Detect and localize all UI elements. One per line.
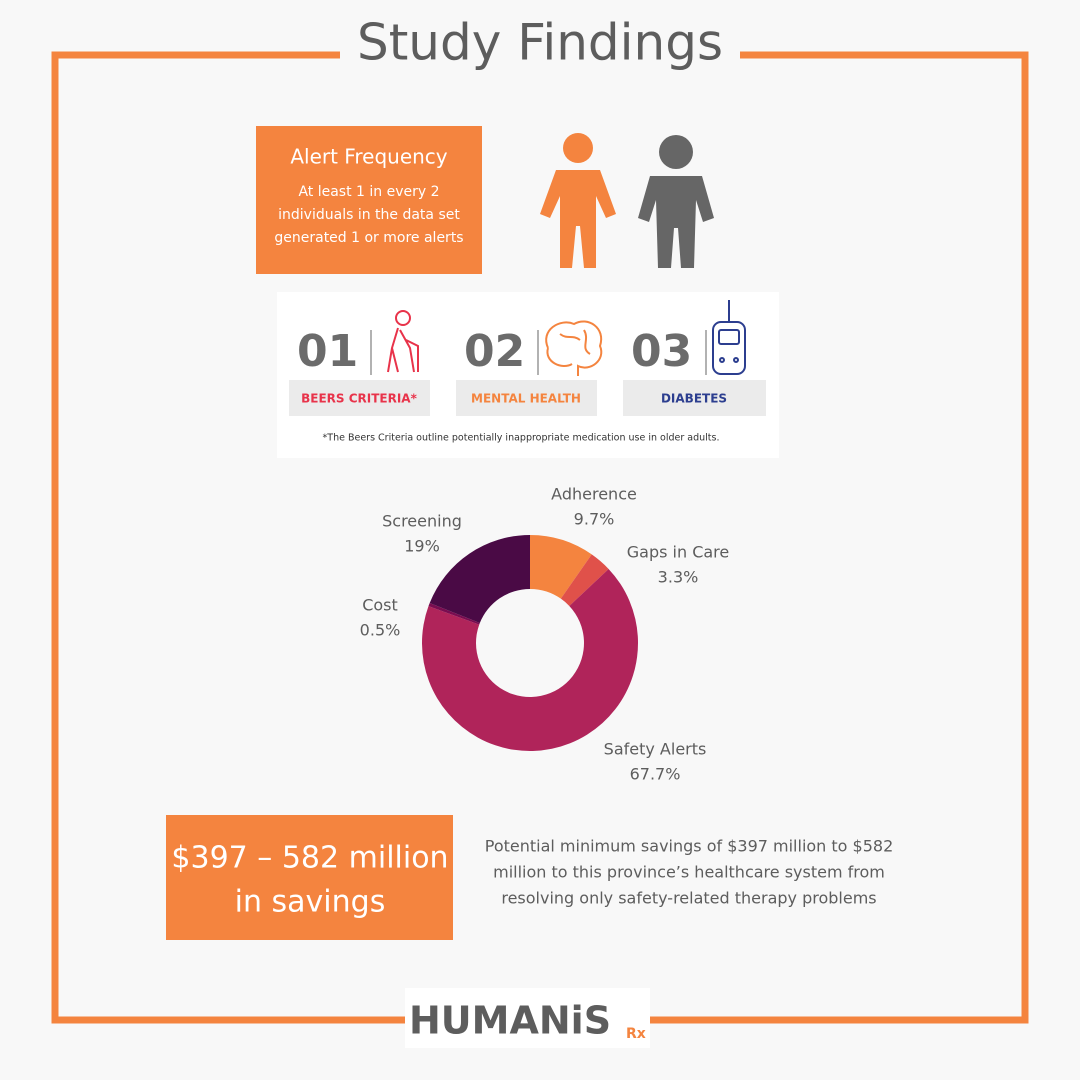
- donut-slice: [530, 535, 592, 599]
- donut-slice: [429, 535, 530, 624]
- logo-suffix: Rx: [626, 1026, 646, 1042]
- slice-value: 9.7%: [574, 510, 615, 529]
- donut-slice: [560, 554, 609, 606]
- slice-value: 19%: [404, 537, 440, 556]
- label-box: [289, 380, 430, 416]
- savings-box: [166, 815, 453, 940]
- area-number: 01: [297, 326, 358, 377]
- alert-title: Alert Frequency: [290, 145, 447, 169]
- frame: [51, 51, 1029, 1024]
- focus-panel: [277, 292, 779, 458]
- elder-icon: [387, 310, 419, 373]
- page-title: Study Findings: [357, 14, 723, 72]
- glucose-meter-icon: [712, 300, 746, 375]
- savings-headline: in savings: [235, 885, 386, 920]
- area-label: BEERS CRITERIA*: [301, 392, 417, 406]
- slice-label: Screening: [382, 512, 462, 531]
- slice-label: Cost: [362, 596, 398, 615]
- alert-box: [256, 126, 482, 274]
- alert-text: generated 1 or more alerts: [274, 230, 463, 246]
- slice-value: 3.3%: [658, 568, 699, 587]
- slice-value: 0.5%: [360, 621, 401, 640]
- savings-text: million to this province’s healthcare sy…: [493, 863, 885, 882]
- label-box: [456, 380, 597, 416]
- donut-slice: [421, 568, 638, 751]
- slice-label: Adherence: [551, 485, 637, 504]
- savings-text: resolving only safety-related therapy pr…: [501, 889, 876, 908]
- savings-headline: $397 – 582 million: [171, 841, 448, 876]
- area-number: 02: [464, 326, 525, 377]
- donut-chart: Adherence 9.7% Gaps in Care 3.3% Safety Aler…: [360, 485, 730, 784]
- label-box: [623, 380, 766, 416]
- savings-text: Potential minimum savings of $397 millio…: [485, 837, 894, 856]
- area-label: MENTAL HEALTH: [471, 392, 581, 406]
- logo-name: HUMANiS: [409, 999, 611, 1043]
- slice-label: Gaps in Care: [627, 543, 730, 562]
- area-number: 03: [631, 326, 692, 377]
- footnote: *The Beers Criteria outline potentially …: [323, 433, 720, 444]
- person-icon: [540, 133, 616, 268]
- alert-text: individuals in the data set: [278, 207, 460, 223]
- brain-icon: [545, 320, 603, 376]
- person-icon: [638, 135, 714, 268]
- slice-label: Safety Alerts: [604, 740, 707, 759]
- slice-value: 67.7%: [630, 765, 681, 784]
- donut-slice: [428, 603, 480, 625]
- logo-box: [405, 988, 650, 1048]
- alert-text: At least 1 in every 2: [298, 184, 439, 200]
- area-label: DIABETES: [661, 392, 727, 406]
